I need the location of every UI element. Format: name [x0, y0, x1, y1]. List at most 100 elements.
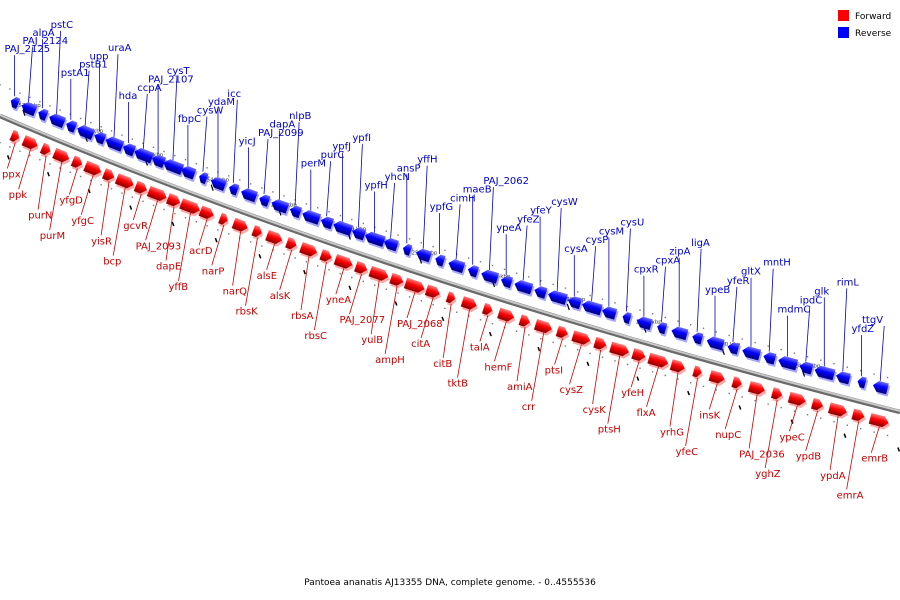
- gene-arrow-cysk[interactable]: [593, 336, 610, 353]
- gene-arrow-cpxa[interactable]: [655, 321, 669, 337]
- gene-arrow-cysp[interactable]: [580, 299, 605, 318]
- gene-arrow-cyst[interactable]: [161, 157, 186, 178]
- gene-arrow-yffh[interactable]: [414, 247, 434, 265]
- gene-arrow-ydam[interactable]: [208, 175, 229, 194]
- gene-arrow-paj-2077[interactable]: [353, 260, 370, 278]
- gene-arrow-upp[interactable]: [92, 130, 109, 148]
- gene-arrow-ypdb[interactable]: [810, 397, 826, 414]
- gene-arrow-alse[interactable]: [265, 229, 286, 248]
- gene-arrow-cita[interactable]: [424, 284, 443, 302]
- gene-arrow-liga[interactable]: [690, 331, 705, 347]
- gene-arrow-ypfg[interactable]: [433, 253, 447, 270]
- gene-arrow-mdmc[interactable]: [776, 355, 800, 373]
- gene-arrow-ipdc[interactable]: [798, 361, 816, 377]
- gene-arrow-cpxr[interactable]: [635, 315, 655, 333]
- gene-arrow-yisr[interactable]: [101, 168, 118, 185]
- gene-arrow-alpa[interactable]: [35, 107, 50, 124]
- gene-arrow-paj-2062[interactable]: [479, 268, 501, 287]
- gene-arrow-pstc[interactable]: [46, 112, 68, 131]
- gene-arrow-ynea[interactable]: [333, 253, 356, 273]
- gene-arrow-gltx[interactable]: [740, 345, 763, 363]
- gene-arrow-paj-2107[interactable]: [149, 153, 168, 171]
- gene-arrow-nlpb[interactable]: [287, 204, 304, 221]
- gene-arrow-ypda[interactable]: [827, 402, 850, 420]
- gene-arrow-maeb[interactable]: [466, 264, 481, 280]
- gene-arrow-cysw[interactable]: [546, 289, 570, 308]
- gene-arrow-pstb1[interactable]: [74, 123, 97, 143]
- gene-arrow-cysz[interactable]: [571, 330, 594, 348]
- gene-arrow-paj-2093[interactable]: [146, 185, 170, 206]
- gene-arrow-yghz[interactable]: [770, 387, 785, 403]
- gene-arrow-cysa[interactable]: [566, 295, 584, 312]
- gene-arrow-narp[interactable]: [217, 212, 231, 229]
- gene-arrow-perm[interactable]: [300, 208, 323, 228]
- gene-arrow-ansp[interactable]: [401, 243, 415, 259]
- gene-arrow-ypfj[interactable]: [331, 219, 355, 239]
- gene-arrow-fbpc[interactable]: [179, 164, 199, 183]
- gene-arrow-yfey[interactable]: [532, 285, 549, 302]
- gene-arrow-rbsa[interactable]: [298, 241, 320, 261]
- gene-arrow-rbsc[interactable]: [319, 249, 336, 266]
- gene-arrow-cysm[interactable]: [600, 305, 619, 323]
- gene-arrow-citb[interactable]: [445, 291, 459, 306]
- gene-arrow-gcvr[interactable]: [133, 180, 151, 198]
- gene-arrow-paj-2036[interactable]: [747, 380, 768, 398]
- gene-arrow-yfez[interactable]: [512, 279, 535, 297]
- gene-arrow-cysw[interactable]: [197, 171, 211, 187]
- gene-arrow-yicj[interactable]: [239, 186, 260, 205]
- gene-arrow-tktb[interactable]: [460, 296, 480, 314]
- gene-arrow-amia[interactable]: [518, 314, 533, 330]
- gene-arrow-paj-2068[interactable]: [403, 277, 428, 297]
- gene-arrow-purm[interactable]: [51, 147, 73, 167]
- gene-arrow-yffb[interactable]: [178, 198, 203, 218]
- gene-arrow-ypfi[interactable]: [350, 226, 368, 243]
- gene-arrow-cysu[interactable]: [620, 311, 634, 327]
- gene-arrow-mnth[interactable]: [761, 351, 778, 368]
- gene-arrow-purc[interactable]: [318, 215, 336, 232]
- gene-arrow-ypea[interactable]: [499, 274, 515, 291]
- gene-arrow-dapa[interactable]: [269, 198, 291, 217]
- gene-arrow-hemf[interactable]: [497, 307, 518, 326]
- gene-arrow-riml[interactable]: [834, 370, 853, 387]
- gene-arrow-cimh[interactable]: [446, 258, 467, 276]
- gene-arrow-flxa[interactable]: [647, 352, 672, 372]
- gene-arrow-acrd[interactable]: [198, 205, 218, 223]
- gene-arrow-emrb[interactable]: [868, 413, 892, 431]
- gene-arrow-alsk[interactable]: [284, 237, 300, 253]
- gene-arrow-yfec[interactable]: [692, 365, 705, 381]
- gene-arrow-insk[interactable]: [708, 370, 728, 387]
- gene-arrow-uraa[interactable]: [103, 135, 126, 155]
- gene-arrow-ppk[interactable]: [21, 135, 42, 154]
- gene-arrow-dape[interactable]: [165, 193, 184, 210]
- gene-arrow-ypec[interactable]: [787, 391, 809, 409]
- gene-arrow-emra[interactable]: [851, 408, 868, 425]
- gene-arrow-psta1[interactable]: [63, 119, 79, 136]
- gene-arrow-crr[interactable]: [533, 319, 555, 337]
- gene-arrow-yrhg[interactable]: [669, 359, 688, 376]
- gene-arrow-ypfh[interactable]: [363, 230, 388, 250]
- gene-arrow-amph[interactable]: [389, 272, 407, 290]
- gene-arrow-nupc[interactable]: [731, 376, 745, 391]
- gene-arrow-icc[interactable]: [226, 182, 241, 199]
- gene-arrow-ccpa[interactable]: [132, 146, 156, 166]
- gene-arrow-paj-2099[interactable]: [257, 193, 273, 210]
- gene-arrow-ppx[interactable]: [9, 129, 23, 146]
- gene-arrow-hda[interactable]: [120, 142, 138, 159]
- gene-arrow-paj-2125[interactable]: [8, 96, 22, 112]
- gene-arrow-rbsk[interactable]: [251, 224, 266, 241]
- gene-arrow-yfer[interactable]: [726, 341, 742, 358]
- gene-arrow-ttgv[interactable]: [871, 380, 891, 397]
- gene-arrow-bcp[interactable]: [114, 173, 137, 192]
- gene-arrow-zipa[interactable]: [669, 325, 690, 343]
- gene-arrow-glk[interactable]: [813, 365, 838, 383]
- gene-arrow-yhcn[interactable]: [382, 236, 401, 254]
- gene-arrow-yfgd[interactable]: [70, 155, 86, 173]
- gene-arrow-yfgc[interactable]: [83, 160, 105, 180]
- gene-arrow-tala[interactable]: [481, 302, 495, 319]
- gene-arrow-ptsi[interactable]: [555, 325, 571, 342]
- gene-arrow-paj-2124[interactable]: [19, 100, 40, 119]
- gene-arrow-ypeb[interactable]: [705, 335, 727, 353]
- gene-arrow-narq[interactable]: [231, 217, 251, 236]
- gene-arrow-ptsh[interactable]: [609, 341, 633, 360]
- gene-arrow-yulb[interactable]: [368, 265, 392, 285]
